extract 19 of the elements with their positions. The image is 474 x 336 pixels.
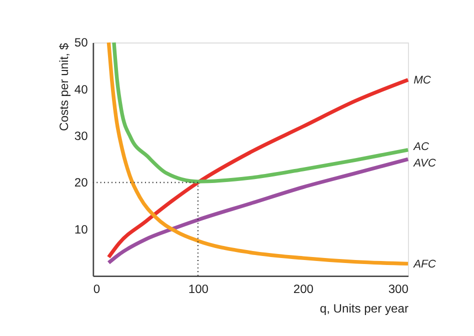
- series-label: MC: [414, 74, 432, 87]
- line-series: [112, 40, 410, 184]
- series-label: AC: [412, 140, 430, 153]
- line-series: [106, 78, 410, 260]
- y-tick-label: 30: [74, 129, 88, 144]
- y-tick-label: 40: [74, 82, 88, 96]
- x-tick-label: 0: [93, 282, 100, 296]
- x-tick-label: 100: [188, 282, 209, 296]
- x-tick-label: 300: [388, 282, 409, 296]
- series-label: AVC: [412, 158, 437, 170]
- x-axis-title: q, Units per year: [320, 302, 408, 316]
- line-series: [106, 40, 410, 266]
- series-label: AFC: [412, 258, 437, 270]
- x-tick-label: 200: [293, 282, 314, 296]
- y-tick-label: 20: [74, 176, 88, 190]
- y-tick-label: 50: [74, 36, 88, 50]
- y-axis-title: Costs per unit, $: [56, 42, 71, 131]
- line-series: [106, 157, 410, 265]
- y-tick-label: 10: [74, 222, 88, 236]
